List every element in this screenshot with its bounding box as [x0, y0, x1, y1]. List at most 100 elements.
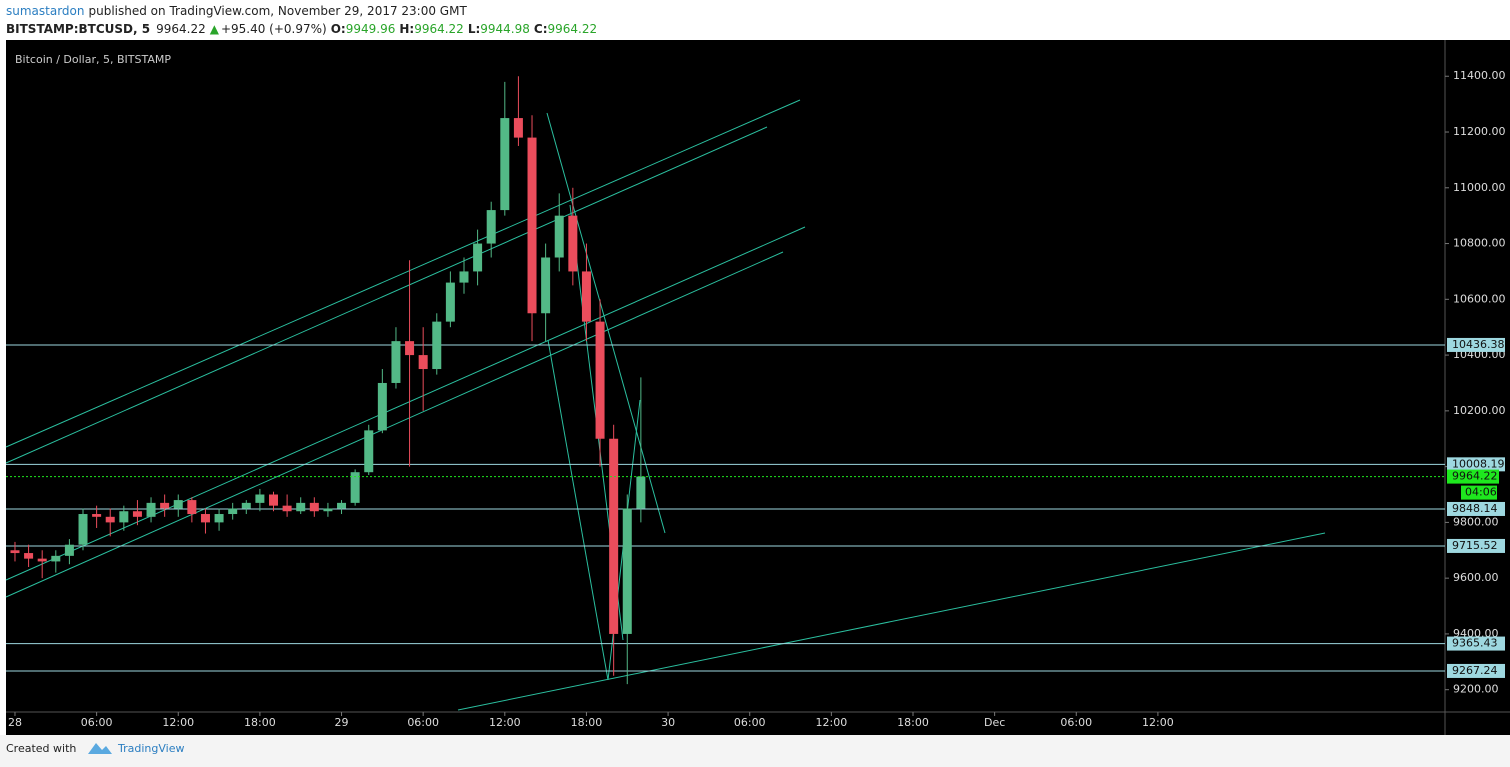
x-tick-label: Dec	[984, 716, 1005, 729]
x-tick-label: 29	[335, 716, 349, 729]
up-arrow: ▲	[210, 22, 220, 36]
c: 9964.22	[548, 22, 598, 36]
y-tick-label: 10200.00	[1453, 404, 1506, 417]
level-tag	[1447, 457, 1505, 472]
h-label: H:	[399, 22, 414, 36]
candle-body	[595, 321, 605, 439]
level-label: 9715.52	[1452, 539, 1498, 552]
x-tick-label: 30	[661, 716, 675, 729]
candle-body	[459, 271, 469, 283]
candle-body	[527, 137, 537, 314]
level-tag	[1447, 501, 1505, 516]
x-tick-label: 18:00	[244, 716, 276, 729]
author[interactable]: sumastardon	[6, 4, 85, 18]
price: 9964.22	[156, 22, 206, 36]
header-line2: BITSTAMP:BTCUSD, 5 9964.22 ▲ +95.40 (+0.97%…	[6, 22, 597, 36]
level-label: 9365.43	[1452, 637, 1498, 650]
candle-body	[282, 505, 292, 512]
x-tick-label: 12:00	[816, 716, 848, 729]
plot-bg	[6, 40, 1510, 735]
c-label: C:	[534, 22, 548, 36]
last-price-label: 9964.22	[1452, 470, 1498, 483]
countdown: 04:06	[1465, 486, 1497, 499]
candle-body	[132, 511, 142, 517]
candle-body	[473, 243, 483, 272]
symbol: BITSTAMP:BTCUSD, 5	[6, 22, 150, 36]
candle-body	[581, 271, 591, 322]
candle-body	[418, 355, 428, 370]
candle-body	[255, 494, 265, 503]
candle-body	[513, 118, 523, 138]
candle-body	[350, 472, 360, 503]
candle-body	[609, 438, 619, 634]
candle-body	[51, 555, 61, 562]
footer-bg	[0, 735, 1510, 767]
candle-body	[309, 502, 319, 512]
candle-body	[486, 210, 496, 244]
candle-body	[187, 500, 197, 515]
trend-line	[546, 112, 666, 534]
candle-body	[391, 341, 401, 383]
candle-body	[323, 508, 333, 512]
brand[interactable]: TradingView	[117, 742, 184, 755]
candle-body	[214, 514, 224, 523]
h: 9964.22	[414, 22, 464, 36]
y-tick-label: 10600.00	[1453, 292, 1506, 305]
level-label: 10436.38	[1452, 338, 1505, 351]
logo	[88, 743, 112, 754]
y-tick-label: 11200.00	[1453, 125, 1506, 138]
candle-body	[405, 341, 415, 356]
candle-body	[500, 118, 510, 211]
level-label: 9848.14	[1452, 502, 1498, 515]
candle-body	[64, 544, 74, 556]
candle-body	[337, 502, 347, 509]
candle-body	[241, 502, 251, 509]
candle-body	[432, 321, 442, 370]
candle-body	[228, 508, 238, 515]
trend-line	[457, 532, 1326, 711]
candle-body	[364, 430, 374, 473]
published: published on TradingView.com, November 2…	[89, 4, 468, 18]
x-tick-label: 06:00	[734, 716, 766, 729]
x-tick-label: 12:00	[489, 716, 521, 729]
y-tick-label: 11000.00	[1453, 181, 1506, 194]
level-tag	[1447, 337, 1505, 352]
x-tick-label: 28	[8, 716, 22, 729]
candle-body	[541, 257, 551, 314]
candle-body	[160, 502, 170, 509]
candle-body	[105, 516, 115, 523]
last-price-tag	[1447, 469, 1499, 484]
o-label: O:	[331, 22, 346, 36]
x-tick-label: 12:00	[162, 716, 194, 729]
candle-body	[636, 476, 646, 509]
chart-title: Bitcoin / Dollar, 5, BITSTAMP	[15, 53, 171, 66]
created-with: Created with	[6, 742, 76, 755]
y-tick-label: 9600.00	[1453, 571, 1499, 584]
trend-line	[5, 251, 784, 598]
candle-body	[200, 514, 210, 523]
trend-line	[547, 339, 609, 681]
y-tick-label: 10800.00	[1453, 237, 1506, 250]
x-tick-label: 18:00	[897, 716, 929, 729]
l: 9944.98	[480, 22, 530, 36]
trend-line	[5, 226, 806, 581]
x-tick-label: 12:00	[1142, 716, 1174, 729]
header-line1: sumastardon published on TradingView.com,…	[6, 4, 467, 18]
candle-body	[568, 215, 578, 272]
countdown-tag	[1461, 485, 1497, 500]
y-tick-label: 9200.00	[1453, 683, 1499, 696]
change: +95.40 (+0.97%)	[221, 22, 327, 36]
candle-body	[24, 553, 34, 559]
candle-body	[445, 282, 455, 322]
level-label: 10008.19	[1452, 457, 1505, 470]
candle-body	[78, 514, 88, 545]
y-tick-label: 11400.00	[1453, 69, 1506, 82]
header-bg	[0, 0, 1510, 40]
candle-body	[554, 215, 564, 258]
x-tick-label: 06:00	[407, 716, 439, 729]
y-tick-label: 9800.00	[1453, 515, 1499, 528]
x-tick-label: 06:00	[81, 716, 113, 729]
candle-body	[622, 508, 632, 634]
